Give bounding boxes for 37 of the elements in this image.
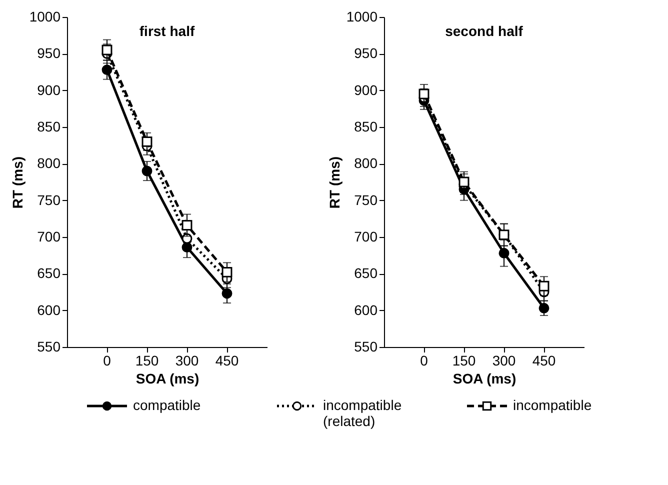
x-tick-label: 300 [492, 352, 516, 368]
y-tick-label: 950 [37, 45, 61, 62]
x-tick-label: 150 [452, 352, 476, 368]
x-tick-label: 300 [175, 352, 199, 368]
y-tick-label: 900 [354, 82, 378, 98]
x-tick-label: 450 [532, 352, 556, 368]
chart-title: first half [139, 23, 195, 39]
y-tick-label: 850 [354, 118, 378, 134]
y-tick-label: 550 [37, 338, 61, 354]
y-axis-title: RT (ms) [326, 156, 342, 209]
legend-label: incompatible [513, 397, 592, 413]
x-axis-title: SOA (ms) [136, 370, 200, 386]
y-tick-label: 650 [37, 265, 61, 282]
y-tick-label: 950 [354, 45, 378, 62]
legend-label: compatible [133, 397, 201, 413]
y-tick-label: 1000 [346, 8, 378, 24]
y-axis-title: RT (ms) [9, 156, 26, 209]
y-tick-label: 800 [354, 155, 378, 172]
y-tick-label: 600 [37, 302, 61, 318]
y-tick-label: 900 [37, 82, 61, 98]
y-tick-label: 550 [354, 338, 378, 354]
y-tick-label: 650 [354, 265, 378, 282]
x-tick-label: 450 [215, 352, 239, 368]
y-tick-label: 800 [37, 155, 61, 172]
x-tick-label: 0 [103, 352, 112, 368]
y-tick-label: 850 [37, 118, 61, 134]
x-tick-label: 150 [135, 352, 159, 368]
y-tick-label: 600 [354, 302, 378, 318]
y-tick-label: 1000 [29, 8, 61, 24]
x-axis-title: SOA (ms) [452, 370, 516, 386]
y-tick-label: 750 [354, 192, 378, 208]
x-tick-label: 0 [420, 352, 428, 368]
y-tick-label: 700 [37, 228, 61, 244]
y-tick-label: 700 [354, 228, 378, 244]
legend-label: incompatible (related) [323, 397, 402, 429]
chart-title: second half [445, 23, 524, 39]
y-tick-label: 750 [37, 192, 61, 208]
